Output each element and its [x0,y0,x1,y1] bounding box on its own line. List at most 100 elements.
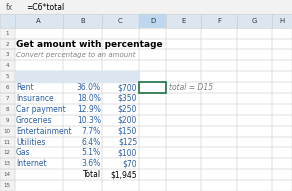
Bar [102,82,139,93]
Bar [63,39,102,49]
Bar [166,104,201,115]
Text: 4: 4 [6,63,9,68]
Bar [237,71,272,82]
Text: total = D15: total = D15 [169,83,213,92]
Bar [237,14,272,28]
Bar [166,82,201,93]
Bar [139,169,166,180]
Bar [0,137,15,147]
Bar [139,49,166,60]
Bar [139,71,166,82]
Text: 14: 14 [4,172,11,177]
Bar [139,126,166,137]
Bar [139,82,166,93]
Bar [15,158,63,169]
Bar [272,147,292,158]
Bar [102,14,139,28]
Bar [0,14,15,28]
Bar [201,158,237,169]
Bar [139,180,166,191]
Bar [139,137,166,147]
Bar [63,49,102,60]
Bar [15,104,63,115]
Bar [237,82,272,93]
Bar [0,93,15,104]
Bar [0,169,15,180]
Bar [201,14,237,28]
Bar [166,93,201,104]
Bar [63,180,102,191]
Bar [0,60,15,71]
Bar [237,180,272,191]
Bar [102,104,139,115]
Text: 7.7%: 7.7% [81,127,101,136]
Text: E: E [182,18,186,24]
Bar [166,115,201,126]
Bar [63,158,102,169]
Text: Rent: Rent [16,83,34,92]
Bar [166,180,201,191]
Bar [0,82,15,93]
Bar [139,115,166,126]
Bar [63,71,102,82]
Bar [139,126,166,137]
Bar [237,147,272,158]
Text: $70: $70 [123,159,137,168]
Text: B: B [80,18,85,24]
Bar [15,147,63,158]
Bar [102,60,139,71]
Bar [63,115,102,126]
Bar [15,93,63,104]
Bar [272,169,292,180]
Bar [139,147,166,158]
Bar [201,104,237,115]
Bar [166,14,201,28]
Bar [102,49,139,60]
Bar [0,82,15,93]
Bar [63,14,102,28]
Bar [0,71,15,82]
Bar [15,115,63,126]
Bar [15,60,63,71]
Bar [139,71,166,82]
Bar [63,28,102,39]
Bar [272,137,292,147]
Bar [237,28,272,39]
Bar [201,60,237,71]
Bar [201,39,237,49]
Bar [201,39,237,49]
Bar [237,104,272,115]
Bar [166,60,201,71]
Bar [102,104,139,115]
Bar [272,115,292,126]
Text: Car payment: Car payment [16,105,66,114]
Text: 5: 5 [6,74,9,79]
Text: C: C [118,18,123,24]
Bar [0,169,15,180]
Bar [15,158,63,169]
Bar [63,137,102,147]
Bar [63,39,102,49]
Bar [201,71,237,82]
Bar [272,60,292,71]
Bar [272,169,292,180]
Text: Entertainment: Entertainment [16,127,72,136]
Bar [15,180,63,191]
Bar [102,60,139,71]
Bar [102,39,139,49]
Bar [139,60,166,71]
Bar [15,71,63,82]
Bar [272,126,292,137]
Bar [102,180,139,191]
Bar [139,93,166,104]
Bar [0,180,15,191]
Bar [139,49,166,60]
Text: 9: 9 [6,118,9,123]
Bar [0,39,15,49]
Text: 5.1%: 5.1% [82,148,101,157]
Bar [201,180,237,191]
Bar [166,180,201,191]
Bar [15,147,63,158]
Bar [0,126,15,137]
Bar [272,60,292,71]
